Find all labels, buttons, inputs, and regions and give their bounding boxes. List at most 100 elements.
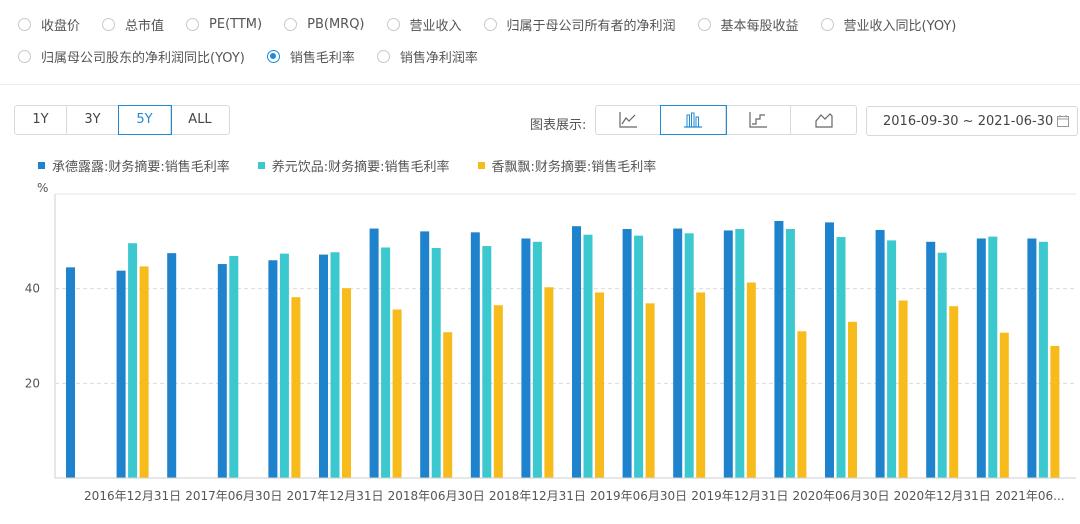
- bar-series-2: [1038, 241, 1048, 478]
- bar-series-3: [291, 297, 301, 478]
- metric-option-row1-6[interactable]: 基本每股收益: [697, 15, 799, 34]
- bar-series-1: [167, 253, 177, 478]
- bar-series-1: [875, 229, 885, 478]
- legend-swatch-series-3: [477, 162, 485, 169]
- metric-option-label: PE(TTM): [209, 16, 263, 32]
- legend-label-series-2: 养元饮品:财务摘要:销售毛利率: [271, 160, 450, 175]
- bar-series-2: [431, 247, 441, 478]
- bar-series-3: [696, 292, 706, 478]
- y-axis-unit-label: %: [37, 181, 48, 195]
- metric-option-row1-5[interactable]: 归属于母公司所有者的净利润: [483, 15, 676, 34]
- bar-series-3: [848, 321, 857, 478]
- bar-series-3: [392, 309, 402, 478]
- bar-series-2: [583, 234, 593, 478]
- bar-series-3: [645, 303, 655, 478]
- chart-type-label: 图表展示:: [530, 118, 587, 133]
- area-chart-icon: [814, 113, 833, 128]
- x-tick-label: 2016年12月31日: [84, 489, 181, 503]
- time-range-group: 1Y 3Y 5Y ALL: [14, 105, 230, 135]
- bar-series-1: [926, 241, 936, 478]
- metric-selector: 收盘价 总市值 PE(TTM) PB(MRQ) 营业收入 归属于母公司所有者的净利润 基本每…: [18, 8, 1068, 72]
- radio-icon[interactable]: [18, 49, 31, 63]
- radio-icon[interactable]: [18, 17, 31, 31]
- x-tick-label: 2019年12月31日: [691, 489, 788, 503]
- metric-option-row2-1[interactable]: 销售毛利率: [266, 47, 355, 66]
- calendar-icon: [1057, 115, 1069, 127]
- bar-series-2: [684, 233, 694, 478]
- radio-icon[interactable]: [483, 17, 497, 31]
- bar-series-2: [735, 229, 745, 478]
- range-all-button[interactable]: ALL: [188, 112, 212, 127]
- radio-icon[interactable]: [186, 17, 200, 31]
- bar-series-3: [493, 305, 503, 478]
- bar-series-2: [279, 253, 289, 478]
- bar-series-1: [420, 231, 430, 478]
- metric-option-row1-1[interactable]: 总市值: [102, 15, 164, 34]
- bar-series-1: [673, 228, 683, 478]
- metric-option-row1-4[interactable]: 营业收入: [386, 15, 462, 34]
- bar-series-2: [988, 236, 998, 478]
- metric-option-row1-2[interactable]: PE(TTM): [186, 17, 262, 32]
- metric-option-row2-2[interactable]: 销售净利润率: [376, 47, 478, 66]
- bar-chart-button[interactable]: [660, 105, 727, 135]
- metric-option-label: 基本每股收益: [720, 18, 799, 34]
- bar-series-1: [1027, 238, 1037, 478]
- metric-option-row1-3[interactable]: PB(MRQ): [284, 16, 365, 32]
- metric-option-row1-7[interactable]: 营业收入同比(YOY): [820, 15, 957, 34]
- bar-series-3: [797, 331, 807, 478]
- bar-series-1: [66, 267, 75, 478]
- bar-series-2: [532, 241, 542, 478]
- bar-series-1: [268, 260, 278, 478]
- bar-series-1: [470, 232, 480, 478]
- legend-item-series-3[interactable]: 香飘飘:财务摘要:销售毛利率: [477, 156, 656, 175]
- x-tick-label: 2018年06月30日: [388, 489, 485, 503]
- bar-series-1: [572, 226, 581, 478]
- bar-series-3: [1050, 345, 1060, 478]
- chart-legend: 承德露露:财务摘要:销售毛利率 养元饮品:财务摘要:销售毛利率 香飘飘:财务摘要…: [38, 156, 684, 175]
- bar-series-1: [116, 270, 126, 478]
- range-1y-button[interactable]: 1Y: [15, 106, 67, 134]
- area-chart-button[interactable]: [791, 106, 856, 134]
- radio-icon[interactable]: [102, 17, 116, 31]
- bar-series-3: [342, 288, 351, 478]
- step-chart-button[interactable]: [726, 106, 791, 134]
- metric-option-label: 营业收入同比(YOY): [843, 18, 957, 34]
- radio-icon[interactable]: [266, 49, 280, 63]
- y-tick-label: 20: [25, 376, 40, 390]
- bar-series-3: [139, 266, 149, 478]
- bar-series-2: [887, 240, 897, 478]
- radio-icon[interactable]: [820, 17, 834, 31]
- date-range-picker[interactable]: 2016-09-30 ~ 2021-06-30: [866, 106, 1078, 136]
- metric-row-1: 收盘价 总市值 PE(TTM) PB(MRQ) 营业收入 归属于母公司所有者的净利润 基本每…: [18, 8, 1068, 40]
- bar-series-2: [482, 246, 492, 478]
- metric-option-label: PB(MRQ): [307, 16, 365, 32]
- step-chart-icon: [749, 112, 767, 128]
- legend-item-series-1[interactable]: 承德露露:财务摘要:销售毛利率: [38, 156, 230, 175]
- radio-icon[interactable]: [386, 17, 400, 31]
- divider: [0, 84, 1080, 85]
- bar-series-2: [836, 237, 846, 478]
- bar-series-2: [330, 252, 340, 478]
- bar-series-2: [785, 229, 795, 478]
- bar-chart: 20 40% 2016年12月31日 2017年06月30日 2017年12月31日 20…: [25, 181, 1076, 503]
- bar-series-3: [595, 292, 604, 478]
- radio-icon[interactable]: [697, 17, 711, 31]
- radio-icon[interactable]: [376, 49, 390, 63]
- range-5y-button[interactable]: 5Y: [118, 105, 172, 135]
- bar-series-1: [217, 264, 227, 478]
- bar-series-2: [128, 243, 138, 478]
- range-3y-button[interactable]: 3Y: [67, 106, 119, 134]
- legend-item-series-2[interactable]: 养元饮品:财务摘要:销售毛利率: [257, 156, 450, 175]
- bar-series-1: [825, 222, 834, 478]
- metric-row-2: 归属母公司股东的净利润同比(YOY) 销售毛利率 销售净利润率: [18, 40, 1068, 72]
- x-tick-label: 2017年06月30日: [185, 489, 282, 503]
- bar-series-3: [949, 306, 959, 478]
- x-tick-label: 2021年06...: [995, 489, 1064, 503]
- line-chart-button[interactable]: [596, 106, 661, 134]
- metric-option-row1-0[interactable]: 收盘价: [18, 15, 80, 34]
- radio-icon[interactable]: [284, 17, 298, 31]
- metric-option-row2-0[interactable]: 归属母公司股东的净利润同比(YOY): [18, 47, 245, 66]
- x-tick-label: 2019年06月30日: [590, 489, 687, 503]
- bar-series-1: [723, 230, 733, 478]
- bar-series-1: [622, 229, 632, 478]
